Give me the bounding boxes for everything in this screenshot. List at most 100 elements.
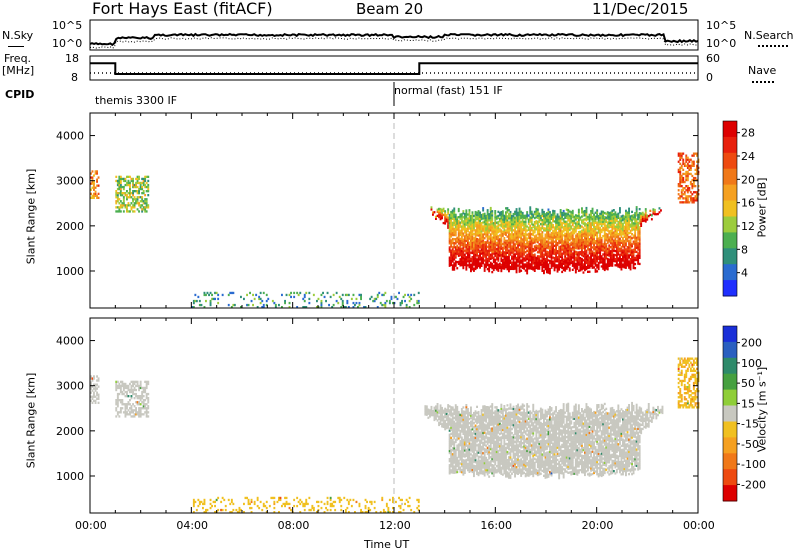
echo-cell	[527, 249, 530, 252]
echo-cell	[483, 231, 486, 234]
echo-cell	[141, 185, 144, 189]
echo-cell	[488, 475, 491, 478]
echo-cell	[492, 415, 495, 419]
echo-cell	[142, 190, 145, 193]
nsearch-dotted-line	[758, 45, 788, 47]
echo-cell	[568, 210, 571, 213]
echo-cell	[620, 249, 623, 253]
echo-cell	[454, 242, 457, 245]
echo-cell	[587, 270, 589, 273]
echo-cell	[600, 228, 603, 231]
echo-cell	[526, 215, 529, 218]
echo-cell	[549, 272, 551, 275]
echo-cell	[609, 217, 612, 220]
echo-cell	[611, 209, 614, 212]
echo-cell	[622, 263, 624, 266]
echo-cell	[488, 467, 491, 470]
echo-cell	[539, 261, 542, 264]
echo-cell	[590, 216, 592, 219]
echo-cell	[505, 225, 507, 228]
echo-cell	[596, 270, 599, 273]
echo-cell	[480, 439, 483, 442]
echo-cell	[541, 249, 544, 252]
echo-cell	[536, 267, 539, 270]
echo-cell	[479, 468, 481, 471]
echo-cell	[468, 454, 471, 457]
echo-cell	[489, 233, 492, 236]
echo-cell	[492, 238, 495, 241]
echo-cell	[471, 442, 474, 445]
echo-cell	[546, 240, 548, 243]
echo-cell	[536, 224, 539, 227]
echo-cell	[477, 214, 480, 217]
echo-cell	[144, 198, 147, 201]
colorbar-tick-label: 4	[741, 267, 748, 280]
echo-cell	[479, 431, 481, 434]
echo-cell	[562, 209, 565, 213]
echo-cell	[116, 196, 119, 199]
echo-cell	[462, 465, 465, 468]
echo-cell	[476, 421, 478, 425]
echo-cell	[587, 240, 589, 243]
echo-cell	[217, 297, 220, 301]
echo-cell	[632, 214, 635, 217]
echo-cell	[620, 221, 623, 224]
echo-cell	[474, 215, 477, 218]
echo-cell	[614, 254, 617, 257]
echo-cell	[689, 172, 692, 176]
echo-cell	[116, 194, 119, 197]
echo-cell	[523, 224, 526, 228]
echo-cell	[438, 417, 440, 420]
echo-cell	[323, 295, 326, 299]
echo-cell	[132, 198, 134, 201]
echo-cell	[373, 297, 376, 301]
echo-cell	[494, 455, 497, 458]
echo-cell	[379, 301, 382, 305]
echo-cell	[495, 237, 498, 241]
echo-cell	[450, 455, 453, 458]
echo-cell	[488, 245, 491, 248]
echo-cell	[579, 261, 582, 264]
echo-cell	[508, 215, 510, 218]
echo-cell	[465, 440, 468, 443]
echo-cell	[494, 414, 497, 417]
echo-cell	[439, 213, 442, 217]
echo-cell	[617, 228, 620, 232]
echo-cell	[590, 222, 592, 225]
echo-cell	[488, 237, 491, 240]
echo-cell	[587, 228, 589, 231]
echo-cell	[485, 460, 488, 464]
echo-cell	[637, 258, 640, 261]
echo-cell	[562, 244, 565, 247]
echo-cell	[479, 244, 481, 247]
echo-cell	[609, 215, 612, 218]
echo-cell	[638, 242, 641, 245]
echo-cell	[594, 270, 597, 273]
echo-cell	[456, 444, 459, 447]
echo-cell	[451, 469, 454, 472]
echo-cell	[603, 224, 606, 227]
echo-cell	[619, 253, 621, 257]
echo-cell	[631, 249, 633, 252]
echo-cell	[135, 198, 137, 201]
echo-cell	[626, 260, 629, 263]
echo-cell	[526, 255, 529, 259]
echo-cell	[626, 219, 629, 222]
echo-cell	[427, 408, 430, 411]
echo-cell	[631, 233, 633, 236]
echo-cell	[127, 179, 130, 183]
echo-cell	[573, 225, 576, 229]
echo-cell	[442, 417, 445, 420]
echo-cell	[619, 211, 621, 214]
echo-cell	[483, 419, 486, 422]
echo-cell	[474, 265, 477, 269]
echo-cell	[558, 248, 561, 251]
echo-cell	[529, 263, 532, 266]
echo-cell	[573, 215, 576, 218]
echo-cell	[454, 238, 457, 241]
echo-cell	[530, 253, 533, 256]
echo-cell	[605, 216, 608, 219]
echo-cell	[483, 233, 486, 236]
echo-cell	[517, 258, 519, 261]
echo-cell	[625, 215, 627, 219]
